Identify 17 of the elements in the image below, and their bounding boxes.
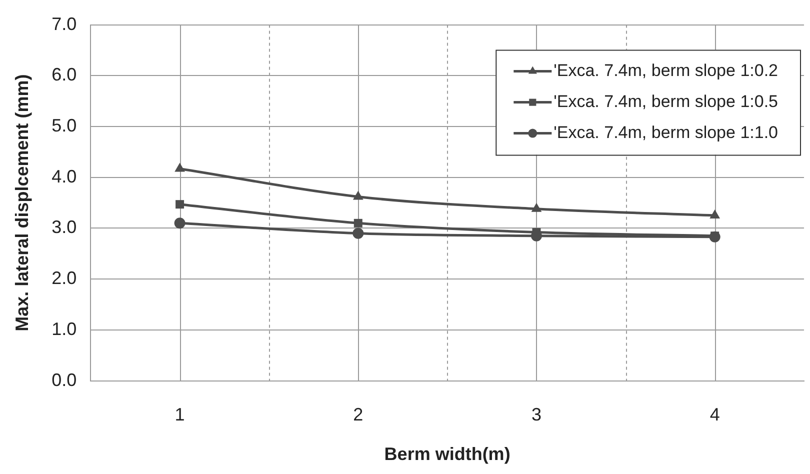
- y-tick-label: 0.0: [52, 370, 77, 390]
- y-tick-label: 7.0: [52, 14, 77, 34]
- x-tick-label: 2: [353, 404, 364, 425]
- legend-label: 'Exca. 7.4m, berm slope 1:0.5: [554, 92, 778, 111]
- x-axis-title: Berm width(m): [384, 444, 510, 464]
- y-tick-label: 5.0: [52, 115, 77, 136]
- legend-label: 'Exca. 7.4m, berm slope 1:1.0: [554, 122, 778, 142]
- y-axis-title: Max. lateral displcement (mm): [12, 74, 32, 332]
- x-tick-label: 3: [531, 404, 542, 425]
- y-tick-label: 2.0: [52, 268, 77, 288]
- y-tick-label: 3.0: [52, 217, 77, 238]
- y-tick-label: 6.0: [52, 64, 77, 85]
- x-tick-label: 4: [710, 404, 720, 425]
- y-tick-label: 1.0: [52, 318, 77, 339]
- y-tick-label: 4.0: [52, 166, 77, 186]
- x-tick-label: 1: [174, 404, 185, 425]
- legend-label: 'Exca. 7.4m, berm slope 1:0.2: [554, 60, 778, 80]
